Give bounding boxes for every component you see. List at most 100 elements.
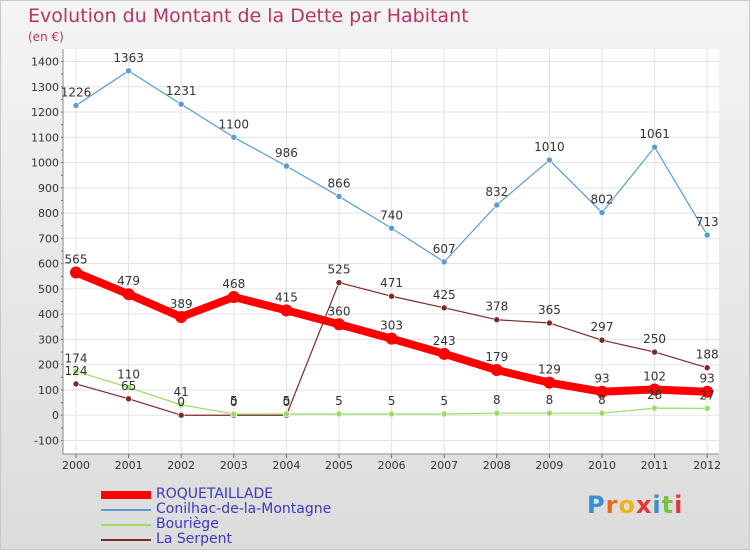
y-tick-label: 400 [38,308,59,321]
data-point [280,304,293,317]
data-point [125,67,132,75]
data-label: 102 [643,369,666,383]
data-label: 1061 [639,127,670,141]
y-tick-label: 500 [38,283,59,296]
data-label: 65 [121,379,136,393]
data-label: 866 [328,176,351,190]
data-label: 0 [230,395,238,409]
data-point [388,224,395,232]
data-label: 188 [696,348,719,362]
data-label: 27 [700,388,715,402]
data-point [598,409,606,417]
x-tick-label: 2010 [588,459,616,472]
data-label: 1010 [534,140,565,154]
x-tick-label: 2006 [378,459,406,472]
data-label: 802 [591,193,614,207]
data-label: 8 [493,393,501,407]
x-tick-label: 2008 [483,459,511,472]
data-label: 415 [275,290,298,304]
logo-letter: P [587,491,606,519]
data-label: 110 [117,367,140,381]
logo-letter: r [605,491,619,519]
data-label: 41 [174,385,189,399]
data-point [177,401,185,409]
data-point [72,367,80,375]
data-point [388,410,395,418]
data-label: 0 [177,395,185,409]
legend-swatch [101,509,151,511]
data-point [703,231,711,239]
x-tick-label: 2012 [693,459,721,472]
plot-area [63,49,719,454]
data-point [546,156,553,164]
data-point [493,316,501,324]
data-point [177,411,185,419]
data-point [125,384,132,391]
legend-swatch [101,524,151,526]
x-tick-label: 2001 [115,459,143,472]
legend-swatch [101,539,151,541]
y-tick-label: 1000 [31,157,59,170]
y-tick-label: 700 [38,232,59,245]
data-label: 129 [538,363,561,377]
data-point [335,410,343,418]
y-tick-label: 800 [38,207,59,220]
logo-letter: i [652,491,662,519]
data-point [598,336,606,344]
data-point [333,318,345,331]
data-point [703,364,711,372]
data-point [598,209,606,216]
x-tick-label: 2005 [325,459,353,472]
y-tick-label: 1400 [31,56,59,69]
data-label: 93 [700,372,715,386]
x-tick-label: 2011 [641,459,669,472]
legend-label: La Serpent [156,531,232,547]
data-point [438,347,451,360]
data-point [440,410,448,418]
y-tick-label: -100 [34,435,59,448]
data-point [703,405,711,412]
data-label: 5 [440,394,448,408]
proxiti-logo: Proxiti [587,491,683,519]
chart-unit: (en €) [28,30,64,44]
data-label: 303 [380,319,403,333]
x-tick-label: 2007 [430,459,458,472]
data-label: 1363 [113,51,144,65]
y-tick-label: 1300 [31,81,59,94]
data-point [283,410,290,418]
data-label: 243 [433,334,456,348]
x-tick-label: 2002 [167,459,195,472]
data-point [596,385,608,398]
data-label: 297 [591,320,614,334]
data-label: 1226 [61,85,92,99]
data-label: 250 [643,332,666,346]
x-tick-label: 2003 [220,459,248,472]
data-label: 471 [380,276,403,290]
y-tick-label: 900 [38,182,59,195]
data-point [651,348,658,356]
data-label: 28 [647,388,662,402]
data-label: 5 [230,394,238,408]
data-label: 8 [546,393,554,407]
y-tick-label: 300 [38,333,59,346]
data-point [493,409,501,417]
data-point [546,319,553,327]
data-point [388,292,395,300]
y-tick-label: 600 [38,258,59,271]
y-tick-label: 200 [38,359,59,372]
data-label: 607 [433,242,456,256]
data-point [175,310,188,323]
data-label: 986 [275,146,298,160]
data-point [543,376,556,389]
data-point [440,258,448,266]
data-label: 5 [283,394,291,408]
data-label: 479 [117,274,140,288]
data-point [72,102,80,109]
data-label: 525 [328,263,351,277]
data-label: 468 [222,277,245,291]
x-tick-label: 2004 [272,459,300,472]
logo-letter: x [635,491,653,519]
data-point [230,134,238,141]
